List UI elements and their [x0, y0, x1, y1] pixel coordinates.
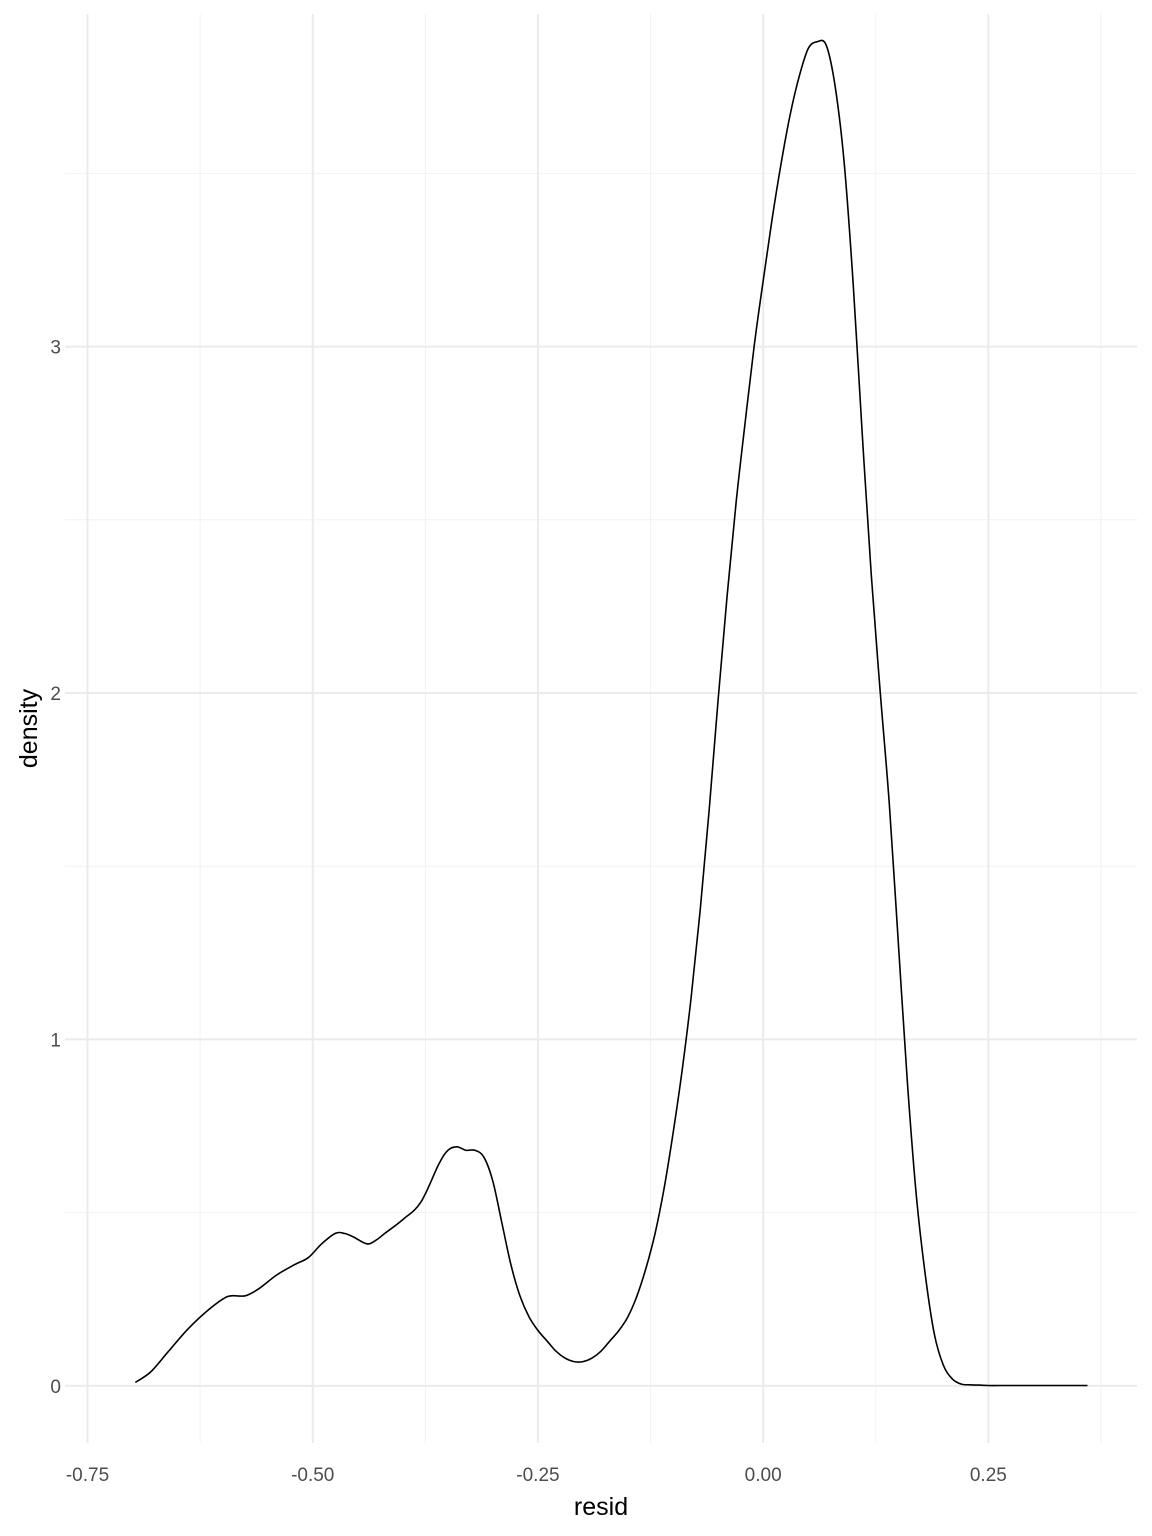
x-tick-label: -0.50: [291, 1465, 334, 1486]
x-tick-label: -0.75: [66, 1465, 109, 1486]
density-curve: [134, 39, 1088, 1387]
y-tick-label: 1: [50, 1030, 61, 1051]
x-tick-label: 0.00: [745, 1465, 782, 1486]
y-axis-title: density: [15, 688, 43, 768]
x-tick-label: 0.25: [970, 1465, 1007, 1486]
major-gridlines: [65, 14, 1137, 1443]
x-axis-title: resid: [574, 1493, 628, 1521]
x-axis-tick-labels: -0.75 -0.50 -0.25 0.00 0.25: [66, 1465, 1007, 1486]
y-axis-tick-labels: 0 1 2 3: [50, 338, 61, 1398]
y-tick-label: 0: [50, 1377, 61, 1398]
y-tick-label: 3: [50, 338, 61, 359]
y-tick-label: 2: [50, 684, 61, 705]
x-tick-label: -0.25: [516, 1465, 559, 1486]
minor-gridlines: [65, 14, 1137, 1443]
